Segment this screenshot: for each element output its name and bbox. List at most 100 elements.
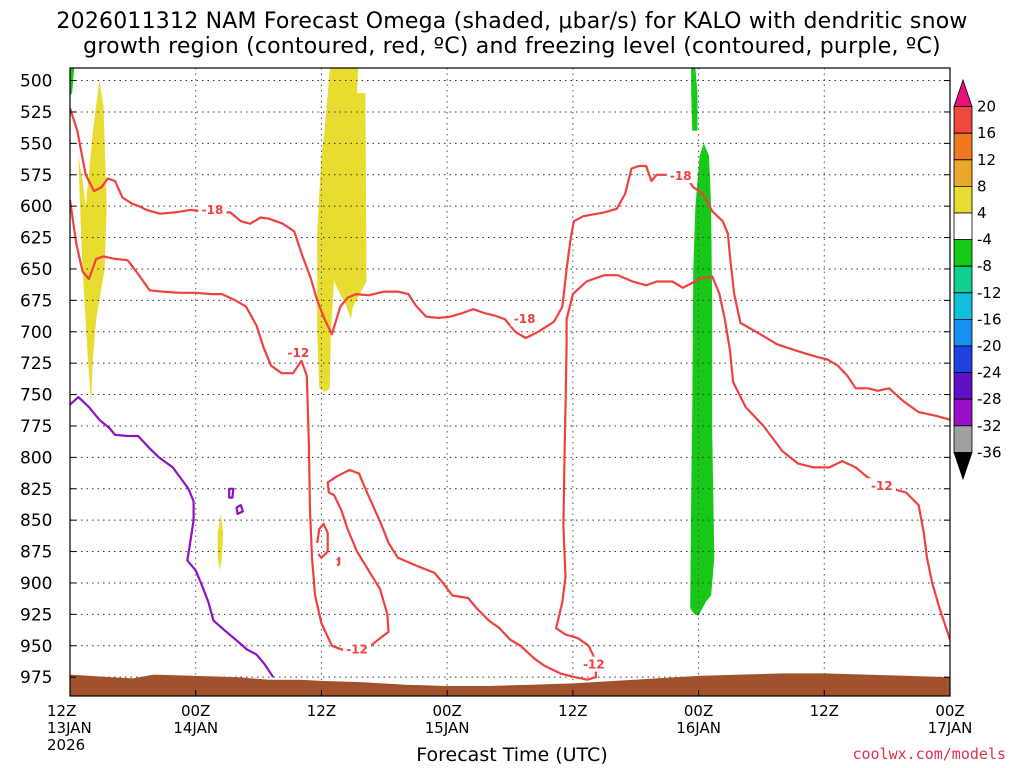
colorbar-bin-8-12	[953, 159, 973, 187]
contour-labels: -18 -18 -18 -12 -12 -12 -12	[198, 168, 896, 672]
contour-label-bg-1	[510, 311, 539, 327]
y-tick-label-950: 950	[20, 637, 52, 657]
contour-label-bg-0	[198, 201, 227, 217]
x-tick-label-84-0: 00Z	[935, 702, 964, 720]
contour-label-1: -18	[514, 312, 536, 326]
omega-region-descent-13jan	[78, 80, 107, 404]
contour-line-closed-2	[316, 522, 329, 559]
x-tick-label-48-0: 12Z	[558, 702, 587, 720]
y-tick-label-550: 550	[20, 134, 52, 154]
y-tick-label-625: 625	[20, 229, 52, 249]
x-tick-label-0-0: 12Z	[47, 702, 76, 720]
freezing-level-line-0	[70, 396, 275, 678]
y-tick-label-775: 775	[20, 417, 52, 437]
contour-line-closed-3	[336, 556, 341, 567]
omega-region-descent-14jan	[317, 68, 367, 392]
y-tick-label-875: 875	[20, 543, 52, 563]
y-tick-label-650: 650	[20, 260, 52, 280]
plot-background	[70, 68, 950, 696]
y-tick-label-700: 700	[20, 323, 52, 343]
y-tick-label-750: 750	[20, 386, 52, 406]
y-tick-label-500: 500	[20, 72, 52, 92]
colorbar-bin--24--20	[953, 345, 973, 373]
contour-label-4: -12	[346, 643, 368, 657]
colorbar-bin-20-24	[953, 78, 973, 107]
chart-title-line2: growth region (contoured, red, ºC) and f…	[83, 34, 941, 59]
x-tick-label-24-0: 12Z	[307, 702, 336, 720]
x-tick-label-12-0: 00Z	[181, 702, 210, 720]
y-tick-label-575: 575	[20, 166, 52, 186]
colorbar-bin--4-4	[953, 212, 973, 240]
colorbar-bin--20--16	[953, 319, 973, 347]
y-tick-label-525: 525	[20, 103, 52, 123]
freezing-level-contours	[70, 396, 275, 678]
y-tick-label-975: 975	[20, 668, 52, 688]
omega-region-ascent-corner	[70, 68, 75, 96]
x-tick-label-12-1: 14JAN	[173, 719, 218, 737]
y-tick-label-850: 850	[20, 511, 52, 531]
colorbar-bin--8--4	[953, 239, 973, 267]
x-tick-label-0-1: 13JAN	[47, 719, 92, 737]
freezing-level-line-2	[235, 504, 244, 515]
x-tick-label-36-0: 00Z	[432, 702, 461, 720]
colorbar-label--36: -36	[977, 443, 1002, 461]
colorbar-bin--40--36	[953, 452, 973, 481]
plot-frame	[69, 67, 951, 697]
y-tick-label-800: 800	[20, 448, 52, 468]
colorbar-bin--32--28	[953, 398, 973, 427]
contour-label-6: -12	[871, 479, 893, 493]
omega-region-ascent-16jan	[690, 143, 715, 616]
colorbar-label--8: -8	[977, 257, 992, 275]
x-tick-label-0-2: 2026	[47, 736, 85, 754]
colorbar-label-8: 8	[977, 177, 987, 195]
x-tick-label-60-1: 16JAN	[676, 719, 721, 737]
colorbar-label-20: 20	[977, 98, 996, 116]
colorbar-label--20: -20	[977, 337, 1002, 355]
contour-label-bg-5	[579, 656, 608, 672]
contour-label-bg-2	[666, 168, 695, 184]
y-tick-label-675: 675	[20, 291, 52, 311]
omega-region-ascent-upper-16jan	[691, 68, 698, 131]
colorbar-bin--36--32	[953, 425, 973, 453]
colorbar-label--12: -12	[977, 284, 1002, 302]
grid-lines	[70, 68, 950, 696]
colorbar-label--32: -32	[977, 417, 1002, 435]
omega-region-descent-small	[217, 513, 223, 571]
y-tick-label-725: 725	[20, 354, 52, 374]
contour-label-5: -12	[583, 658, 605, 672]
y-tick-label-900: 900	[20, 574, 52, 594]
freezing-level-line-1	[228, 487, 235, 499]
colorbar: 20 16 12 8 4 -4 -8 -12 -16 -20 -24 -28 -32 -36	[953, 78, 1002, 481]
contour-line--12-1	[70, 199, 950, 681]
x-tick-label-36-1: 15JAN	[425, 719, 470, 737]
colorbar-label--16: -16	[977, 310, 1002, 328]
colorbar-label--24: -24	[977, 364, 1002, 382]
contour-label-bg-3	[284, 345, 313, 361]
contour-label-2: -18	[670, 169, 692, 183]
chart-title-line1: 2026011312 NAM Forecast Omega (shaded, μ…	[56, 9, 968, 34]
colorbar-bin--28--24	[953, 372, 973, 400]
x-tick-label-60-0: 00Z	[684, 702, 713, 720]
colorbar-label--4: -4	[977, 231, 992, 249]
contour-label-3: -12	[288, 346, 310, 360]
colorbar-bin-4-8	[953, 186, 973, 214]
colorbar-bin--16--12	[953, 292, 973, 320]
colorbar-bin-16-20	[953, 106, 973, 134]
terrain-fill	[70, 673, 950, 696]
terrain	[70, 673, 950, 696]
colorbar-label-12: 12	[977, 151, 996, 169]
x-tick-label-84-1: 17JAN	[928, 719, 973, 737]
colorbar-label-16: 16	[977, 124, 996, 142]
x-tick-label-72-0: 12Z	[810, 702, 839, 720]
colorbar-label--28: -28	[977, 390, 1002, 408]
colorbar-bin--12--8	[953, 265, 973, 294]
colorbar-label-4: 4	[977, 204, 987, 222]
x-axis-title: Forecast Time (UTC)	[416, 744, 608, 766]
contour-label-bg-4	[343, 641, 372, 657]
y-tick-label-600: 600	[20, 197, 52, 217]
credit-link[interactable]: coolwx.com/models	[852, 745, 1006, 763]
y-tick-label-925: 925	[20, 605, 52, 625]
colorbar-bin-12-16	[953, 132, 973, 161]
